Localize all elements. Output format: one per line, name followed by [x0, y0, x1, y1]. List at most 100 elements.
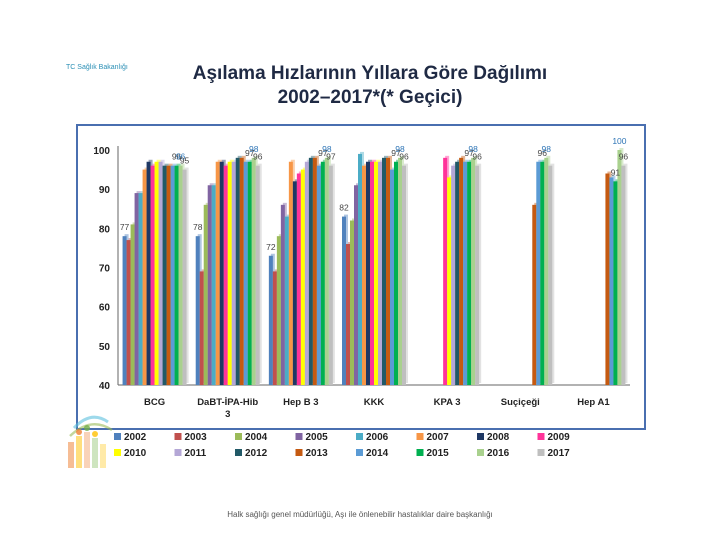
- bar: [158, 161, 163, 385]
- bar: [605, 173, 610, 385]
- bar: [138, 193, 143, 385]
- y-tick-label: 40: [99, 381, 111, 392]
- legend-label: 2004: [245, 432, 268, 443]
- bar: [374, 161, 378, 385]
- bar: [342, 216, 346, 385]
- legend-label: 2010: [124, 448, 147, 459]
- bar: [613, 181, 618, 385]
- bar: [215, 161, 220, 385]
- bar: [300, 169, 305, 385]
- data-label: 91: [611, 167, 621, 177]
- bar: [621, 165, 626, 385]
- y-tick-label: 100: [93, 146, 110, 157]
- data-label: 100: [612, 136, 626, 146]
- bar: [134, 193, 139, 385]
- legend-swatch: [174, 449, 182, 456]
- legend-label: 2011: [185, 448, 207, 459]
- bar: [146, 161, 151, 385]
- bar: [536, 161, 541, 385]
- bar: [227, 161, 232, 385]
- bar: [362, 165, 366, 385]
- bar: [366, 161, 370, 385]
- bar: [272, 271, 277, 385]
- x-tick-label: BCG: [144, 397, 165, 408]
- bar: [276, 236, 281, 385]
- title-line-2: 2002–2017*(* Geçici): [277, 87, 463, 108]
- bar: [239, 157, 244, 385]
- bar: [312, 157, 317, 385]
- bar: [532, 204, 537, 385]
- data-label: 96: [538, 148, 548, 158]
- data-label: 97: [464, 148, 474, 158]
- bar: [122, 236, 127, 385]
- legend-swatch: [537, 449, 545, 456]
- data-label: 98: [249, 144, 259, 154]
- bar: [280, 204, 285, 385]
- bar: [609, 177, 614, 385]
- bar: [178, 165, 183, 385]
- bar: [195, 236, 200, 385]
- legend-label: 2002: [124, 432, 147, 443]
- bar: [231, 161, 236, 385]
- bar: [402, 165, 406, 385]
- bar: [370, 161, 374, 385]
- legend-swatch: [477, 449, 484, 456]
- page-title: Aşılama Hızlarının Yıllara Göre Dağılımı…: [150, 62, 590, 110]
- legend-label: 2016: [487, 448, 510, 459]
- y-tick-label: 70: [99, 264, 111, 275]
- data-label: 72: [266, 242, 276, 252]
- bar: [398, 157, 402, 385]
- x-tick-label: KKK: [364, 397, 385, 408]
- bar: [308, 157, 313, 385]
- bar: [142, 169, 147, 385]
- data-label: 96: [472, 152, 482, 162]
- data-label: 98: [395, 144, 405, 154]
- legend-label: 2012: [245, 448, 268, 459]
- bar: [199, 271, 204, 385]
- data-label: 98: [468, 144, 478, 154]
- bar: [304, 161, 309, 385]
- legend-swatch: [295, 449, 303, 456]
- bar: [251, 157, 256, 385]
- bar: [268, 255, 273, 385]
- legend-label: 2003: [185, 432, 208, 443]
- legend-swatch: [356, 449, 363, 456]
- data-label: 97: [245, 148, 255, 158]
- data-label: 96: [176, 152, 186, 162]
- legend-swatch: [114, 449, 121, 456]
- bar: [463, 161, 468, 385]
- data-label: 96: [172, 152, 182, 162]
- bar: [471, 157, 476, 385]
- bar: [292, 181, 297, 385]
- bar: [150, 165, 155, 385]
- data-label: 96: [619, 152, 629, 162]
- bar: [235, 157, 240, 385]
- bar: [211, 185, 216, 385]
- bar: [386, 157, 390, 385]
- legend-swatch: [477, 433, 484, 440]
- data-label: 96: [253, 152, 263, 162]
- bar: [162, 165, 167, 385]
- data-label: 97: [326, 152, 336, 162]
- bar: [540, 161, 545, 385]
- bar: [475, 165, 480, 385]
- bar: [354, 185, 358, 385]
- bar: [296, 173, 301, 385]
- legend-swatch: [295, 433, 303, 440]
- bar: [182, 169, 187, 385]
- legend-label: 2014: [366, 448, 389, 459]
- legend-swatch: [114, 433, 121, 440]
- bar: [243, 161, 248, 385]
- legend-label: 2015: [427, 448, 450, 459]
- title-line-1: Aşılama Hızlarının Yıllara Göre Dağılımı: [192, 63, 548, 84]
- legend-swatch: [235, 433, 242, 440]
- bar: [130, 224, 135, 385]
- legend-label: 2005: [306, 432, 329, 443]
- y-tick-label: 90: [99, 185, 111, 196]
- bar: [447, 177, 452, 385]
- data-label: 95: [180, 156, 190, 166]
- data-label: 82: [339, 203, 349, 213]
- legend-label: 2007: [427, 432, 450, 443]
- x-tick-label: Hep B 3: [283, 397, 318, 408]
